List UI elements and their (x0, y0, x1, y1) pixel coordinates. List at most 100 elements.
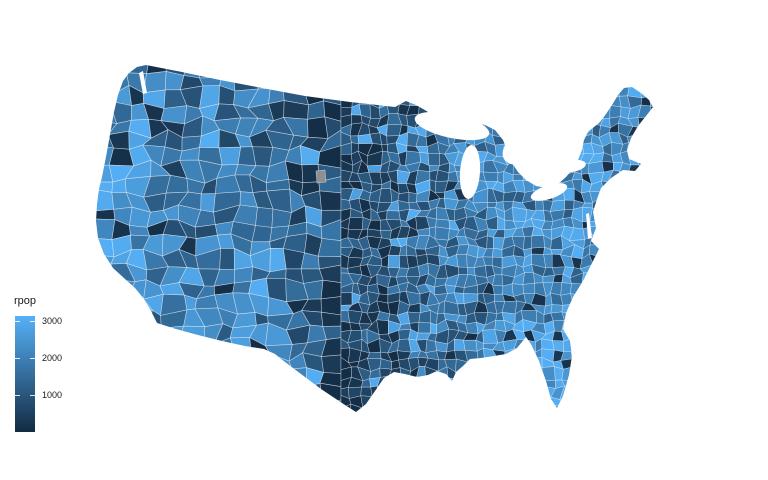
county (588, 161, 604, 174)
county (627, 142, 639, 154)
county (570, 65, 581, 71)
county (511, 78, 525, 88)
county (264, 344, 293, 362)
county (636, 395, 651, 408)
county (249, 70, 274, 90)
county (531, 127, 545, 138)
county (541, 80, 552, 91)
county (435, 75, 450, 91)
county (427, 385, 439, 400)
county (320, 75, 342, 91)
county (502, 105, 518, 120)
county (543, 131, 556, 146)
county (407, 311, 421, 324)
county (467, 360, 479, 372)
county (493, 87, 505, 99)
county (589, 351, 601, 360)
county (637, 145, 653, 155)
county (608, 405, 620, 412)
county (320, 279, 342, 300)
county (524, 386, 536, 401)
county (376, 319, 389, 335)
county (502, 378, 518, 391)
county (96, 263, 116, 286)
county (524, 339, 536, 353)
county (492, 69, 508, 80)
county (492, 247, 503, 258)
county (269, 65, 289, 80)
county (549, 403, 564, 412)
county (234, 266, 254, 284)
county (232, 280, 252, 294)
county (549, 141, 565, 156)
county (126, 396, 149, 412)
county (646, 309, 653, 324)
legend-tick-mark (15, 395, 20, 396)
county (561, 104, 572, 117)
county (637, 312, 651, 325)
county (107, 309, 130, 332)
county (636, 244, 650, 260)
county (589, 67, 602, 81)
county (535, 151, 547, 166)
county (445, 377, 457, 392)
county (522, 94, 537, 110)
county (578, 404, 594, 412)
county (599, 328, 614, 340)
county (588, 272, 602, 287)
county (569, 114, 584, 126)
county (436, 385, 447, 398)
county (378, 403, 390, 412)
county (177, 371, 198, 389)
county (648, 244, 653, 258)
county (542, 126, 556, 136)
county (650, 67, 653, 81)
county (609, 105, 622, 119)
county (536, 131, 545, 146)
county (482, 69, 496, 80)
county (560, 77, 572, 91)
county (582, 347, 595, 363)
county (367, 67, 381, 80)
county (270, 381, 292, 406)
county (511, 113, 526, 129)
county (454, 97, 470, 108)
county (569, 404, 581, 412)
county (417, 70, 428, 77)
county (340, 85, 353, 101)
county (397, 407, 412, 412)
county (317, 238, 342, 257)
county (320, 296, 342, 316)
county (627, 371, 643, 379)
county (216, 387, 235, 404)
county (399, 396, 412, 409)
county (641, 257, 650, 267)
county (559, 67, 574, 79)
county (385, 85, 402, 100)
county (637, 390, 653, 399)
county (525, 118, 535, 129)
county (486, 235, 494, 250)
county (267, 400, 290, 412)
county (550, 95, 563, 109)
county (407, 385, 419, 398)
county (582, 114, 594, 126)
county (637, 293, 651, 307)
lake-huron (502, 137, 534, 165)
county (522, 87, 537, 99)
county (600, 282, 611, 294)
county (387, 65, 401, 72)
county (579, 318, 594, 334)
county (425, 95, 438, 109)
county (600, 104, 611, 120)
county (409, 85, 419, 99)
county (627, 293, 640, 304)
county (651, 200, 653, 214)
county (532, 65, 547, 72)
county (590, 384, 600, 399)
county (495, 378, 504, 392)
county (271, 208, 292, 228)
county (495, 386, 506, 398)
county (483, 396, 499, 410)
county (492, 135, 508, 146)
